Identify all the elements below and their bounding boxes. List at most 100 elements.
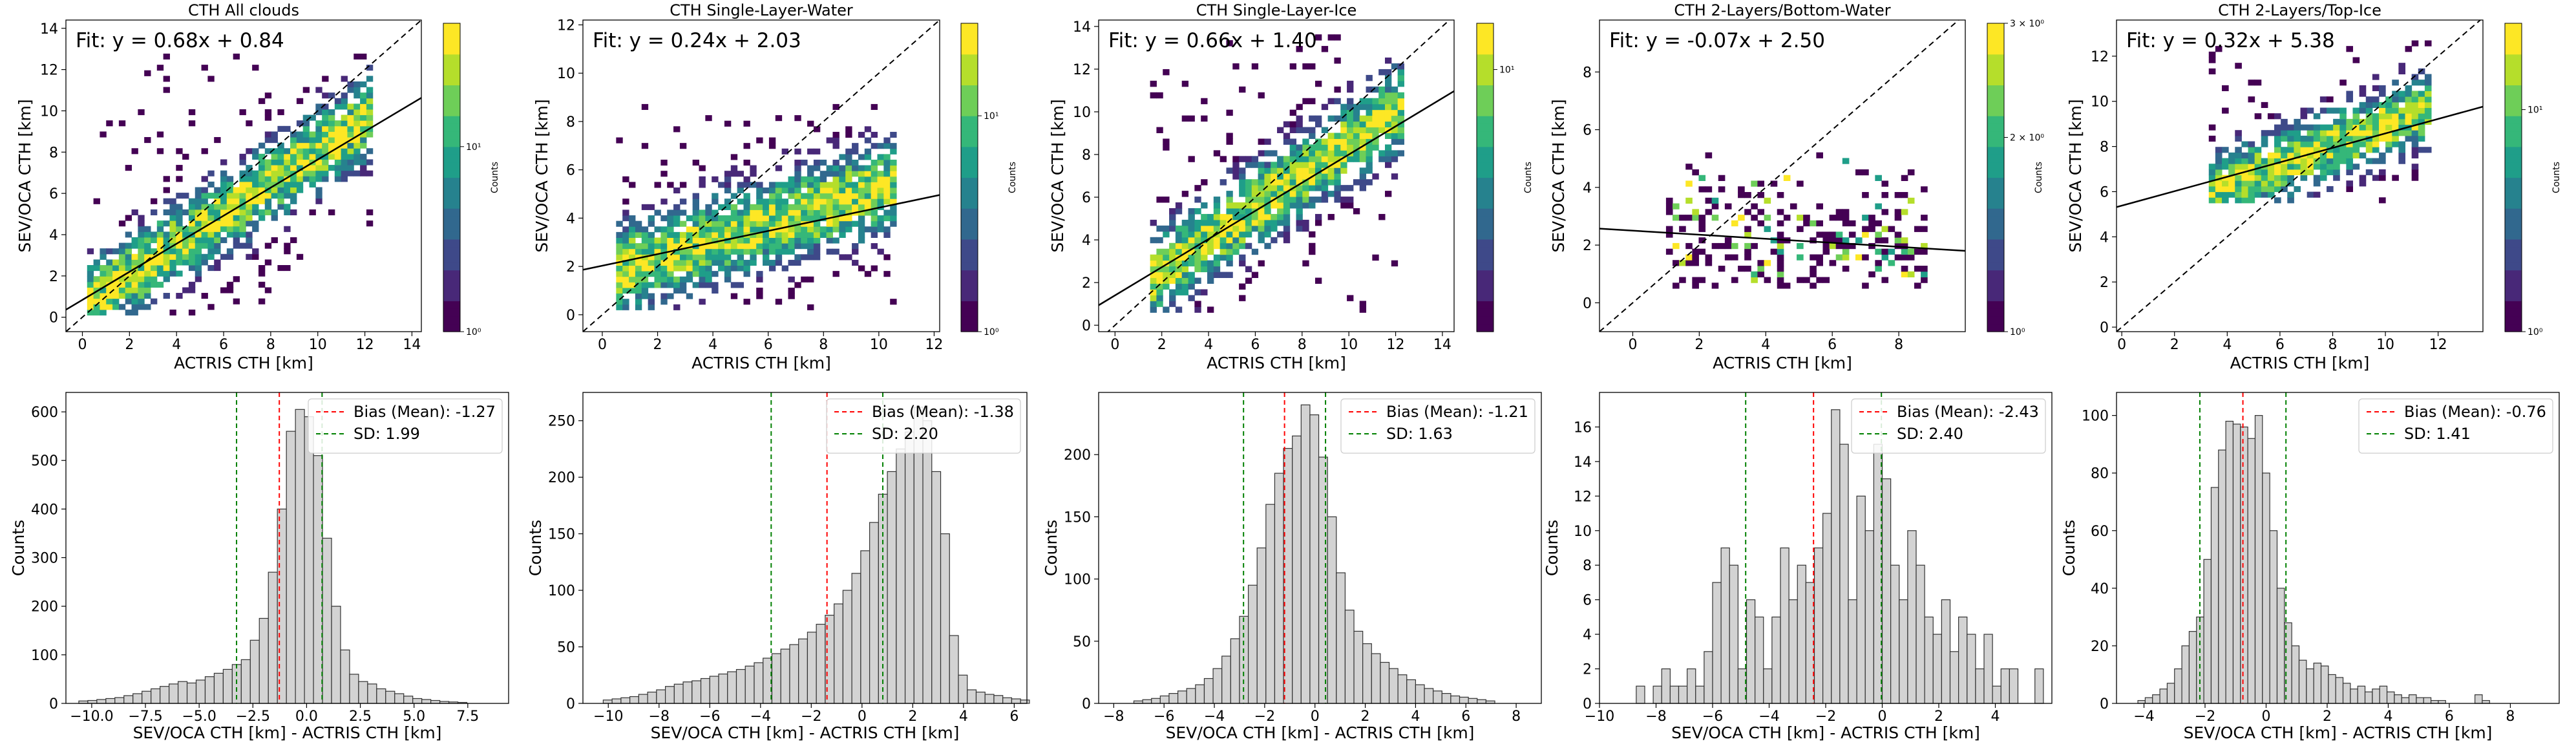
legend-box [826,398,1021,454]
heatmap-cell [1888,260,1895,266]
heatmap-cell [1744,226,1751,232]
colorbar-segment [961,270,978,279]
heatmap-cell [347,131,354,138]
heatmap-cell [1264,173,1271,180]
histogram-bar [1002,697,1013,704]
heatmap-cell [686,265,693,272]
colorbar-segment [961,239,978,248]
heatmap-cell [1245,185,1252,191]
heatmap-cell [1665,203,1673,209]
heatmap-cell [794,215,801,222]
heatmap-cell [1347,98,1354,105]
heatmap-cell [756,204,763,210]
heatmap-cell [176,165,183,171]
heatmap-cell [1378,127,1386,134]
heatmap-cell [2300,169,2308,176]
heatmap-cell [296,148,304,155]
heatmap-cell [1855,254,1863,261]
heatmap-cell [2365,96,2373,103]
heatmap-cell [1921,226,1928,232]
heatmap-cell [1226,109,1233,116]
heatmap-cell [2398,96,2406,103]
colorbar-segment [1987,208,2004,217]
heatmap-cell [1207,272,1214,279]
heatmap-cell [1698,248,1706,255]
heatmap-cell [233,198,240,204]
heatmap-cell [641,103,649,111]
heatmap-cell [883,254,891,261]
heatmap-cells [1099,20,1454,332]
colorbar-segment [961,293,978,301]
heatmap-cell [341,76,348,82]
heatmap-cell [214,264,221,272]
heatmap-cell [801,226,808,233]
histogram-bar [1292,435,1302,704]
heatmap-cell [1359,185,1367,191]
heatmap-cell [106,276,113,283]
histogram-bar [1636,685,1645,704]
heatmap-cell [1372,121,1379,128]
heatmap-cell [163,293,170,299]
heatmap-cell [788,259,795,266]
histogram-bar [1771,616,1781,704]
heatmap-cell [629,259,636,266]
heatmap-cell [2392,118,2399,125]
heatmap-cell [2274,130,2281,136]
heatmap-cell [864,126,872,133]
colorbar-segment [443,123,460,132]
heatmap-cell [2313,135,2321,142]
heatmap-cell [1366,103,1373,111]
heatmap-cell [768,209,776,216]
heatmap-cell [1156,248,1163,255]
colorbar-segment [961,69,978,78]
heatmap-cell [144,137,151,144]
heatmap-cell [1875,203,1882,209]
histogram-bar [1856,495,1866,704]
heatmap-cell [864,176,872,182]
histogram-bar [1669,685,1680,704]
heatmap-cell [679,220,687,227]
heatmap-cell [756,293,763,299]
heatmap-cell [1226,167,1233,174]
heatmap-cell [239,226,246,232]
heatmap-cell [290,131,297,138]
heatmap-cell [2333,169,2340,176]
histogram-bar [807,632,817,704]
heatmap-cell [188,226,196,232]
heatmap-cell [819,193,827,199]
heatmap-cell [1150,301,1157,307]
heatmap-cell [2385,102,2392,109]
heatmap-cell [360,159,367,166]
heatmap-cell [328,165,335,171]
heatmap-cell [125,287,132,294]
heatmap-cell [763,243,770,250]
colorbar-tick-label: 2 × 10⁰ [2010,133,2044,143]
histogram-bar [1142,699,1152,704]
colorbar-segment [443,231,460,240]
heatmap-cell [1731,277,1738,283]
histogram-bar [1327,516,1337,704]
y-tick-label: 12 [1073,62,1091,78]
heatmap-cell [2385,118,2392,125]
heatmap-cell [1372,173,1379,180]
heatmap-cell [1264,185,1271,191]
heatmap-cell [290,209,297,216]
heatmap-cell [807,243,814,250]
heatmap-cell [1391,138,1399,145]
heatmap-cell [877,220,884,227]
heatmap-cell [2307,130,2314,136]
heatmap-cell [2208,51,2216,58]
heatmap-cell [347,103,354,110]
heatmap-cell [1366,127,1373,134]
heatmap-cell [246,220,253,227]
heatmap-cell [858,193,865,199]
heatmap-cell [1296,156,1303,162]
heatmap-cell [201,187,208,193]
heatmap-cell [1296,144,1303,151]
heatmap-cell [1156,127,1163,134]
heatmap-cell [1359,173,1367,180]
heatmap-cell [2379,152,2386,159]
heatmap-cell [93,281,100,288]
heatmap-cell [2365,141,2373,147]
heatmap-cell [660,282,668,288]
